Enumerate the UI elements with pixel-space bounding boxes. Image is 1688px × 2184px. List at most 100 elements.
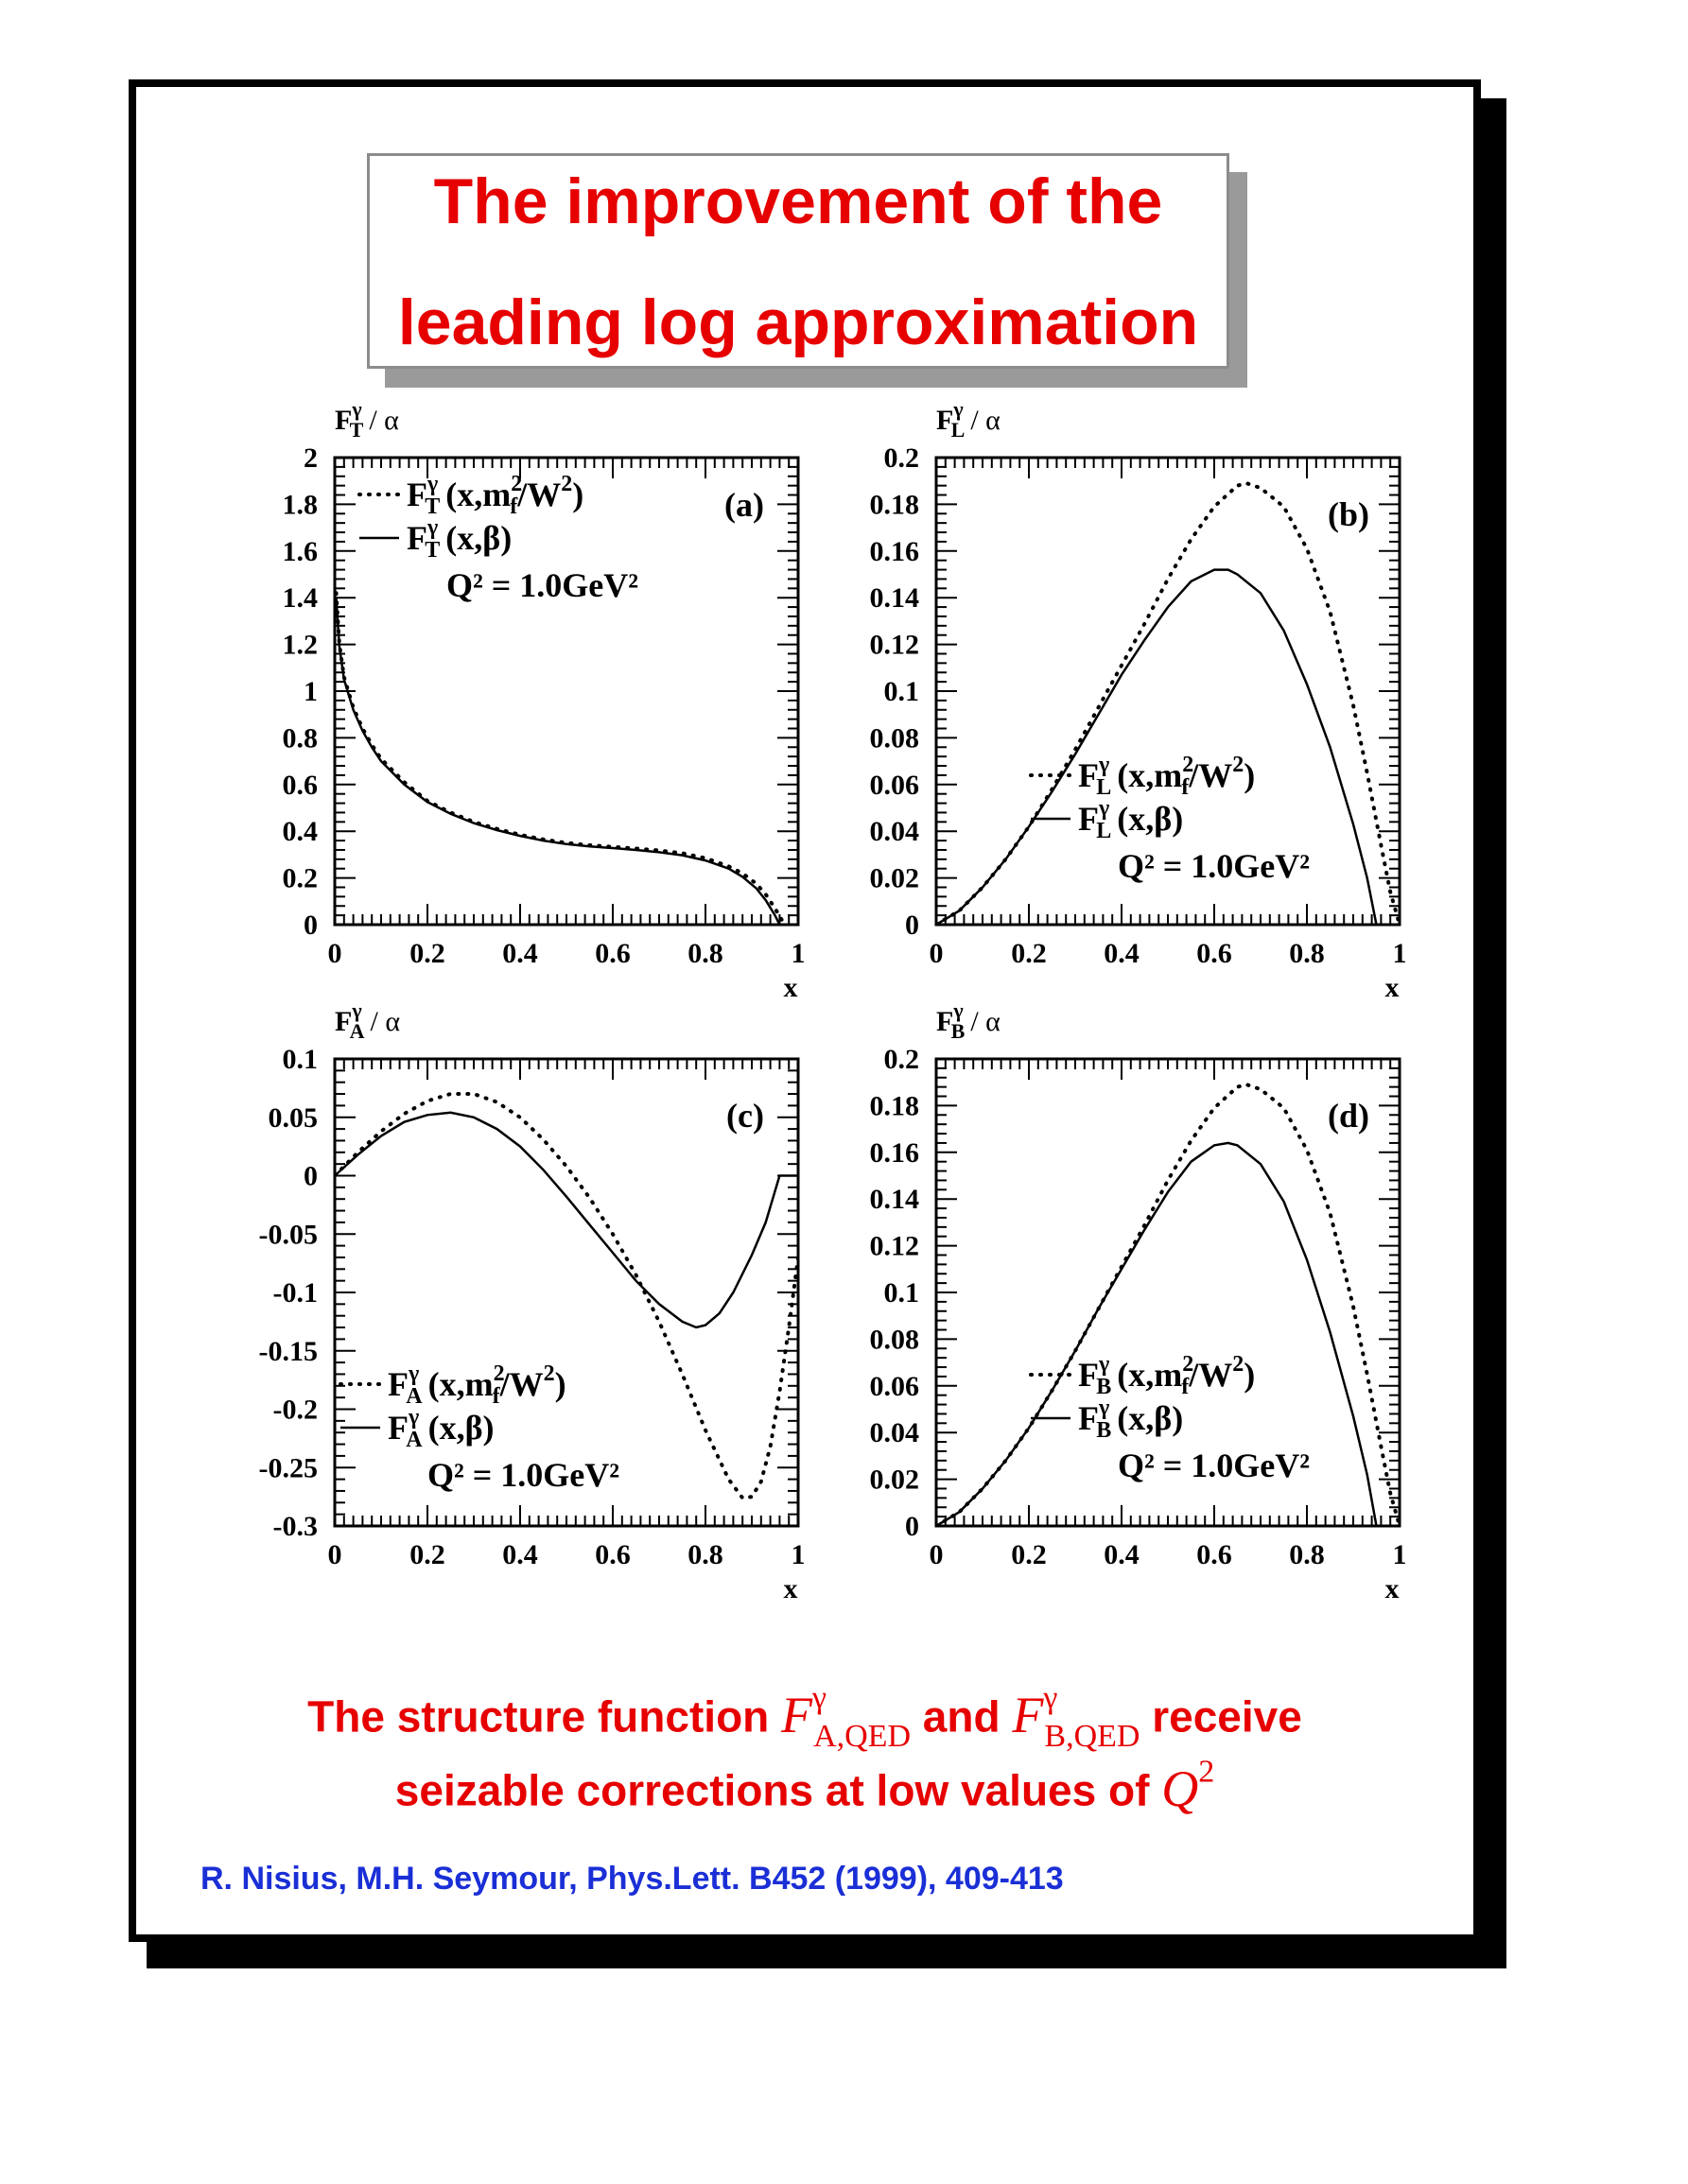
x-tick-label: 0.8 — [1289, 1539, 1325, 1570]
reference-citation: R. Nisius, M.H. Seymour, Phys.Lett. B452… — [200, 1861, 1064, 1897]
legend-entry: Fγ T (x,m2 f/W2) — [407, 472, 583, 519]
legend-arg: (x,β) — [428, 1409, 495, 1447]
legend-sub: L — [1096, 819, 1111, 843]
legend-base: F — [407, 476, 427, 513]
legend-arg: (x,m — [445, 476, 511, 513]
y-tick-label: 0 — [304, 1161, 318, 1192]
x-axis-label: x — [784, 1573, 798, 1604]
x-tick-label: 0.4 — [1104, 1539, 1140, 1570]
legend-entry: Fγ A (x,m2 f/W2) — [388, 1361, 566, 1409]
y-tick-label: 0.02 — [870, 863, 920, 894]
legend-m-sup: 2 — [494, 1361, 505, 1386]
panel-tag: (a) — [724, 486, 764, 524]
q2-label: Q² = 1.0GeV² — [1118, 1447, 1310, 1484]
y-axis-label: Fγ B / α — [936, 998, 1001, 1043]
y-axis-label-sup: γ — [952, 998, 963, 1022]
legend-sub: A — [406, 1428, 423, 1452]
y-axis-label: Fγ T / α — [335, 397, 399, 442]
caption-fb-symbol: FγB,QED — [1012, 1680, 1140, 1754]
title-box: The improvement of the leading log appro… — [367, 153, 1229, 369]
legend-base: F — [1078, 756, 1099, 794]
x-tick-label: 1 — [1393, 1539, 1407, 1570]
y-tick-label: 0.6 — [283, 770, 319, 801]
y-axis-label-rest: / α — [369, 405, 399, 436]
legend-m-sup: 2 — [1182, 1352, 1193, 1377]
x-tick-label: 1 — [1393, 938, 1407, 969]
y-tick-label: 0 — [304, 910, 318, 941]
q2-label: Q² = 1.0GeV² — [446, 566, 638, 604]
y-axis-label-rest: / α — [970, 405, 1001, 436]
q2-label: Q² = 1.0GeV² — [1118, 847, 1310, 885]
x-tick-label: 0.2 — [409, 938, 445, 969]
y-axis-label-sub: B — [951, 1019, 966, 1043]
x-tick-label: 1 — [792, 938, 806, 969]
caption-text-post: receive — [1140, 1691, 1302, 1742]
y-tick-label: 0.14 — [870, 582, 920, 614]
legend-base: F — [407, 519, 427, 557]
x-tick-label: 0.2 — [1011, 1539, 1047, 1570]
y-axis-label-base: F — [936, 1006, 953, 1037]
caption-text-pre: The structure function — [307, 1691, 782, 1742]
series-line-solid — [936, 568, 1378, 925]
legend-sub: L — [1096, 775, 1111, 800]
legend-m-sub: f — [510, 494, 518, 519]
legend-sub: T — [425, 494, 440, 519]
legend-m-sub: f — [1181, 1375, 1190, 1399]
caption-q-base: Q — [1161, 1759, 1199, 1817]
legend-sup: γ — [1098, 1352, 1109, 1377]
panel-tag: (b) — [1328, 495, 1369, 533]
caption-text-mid: and — [911, 1691, 1013, 1742]
panel-a: 0 0.2 0.4 0.6 0.8 1 0 0.2 0.4 0.6 0.8 1 1.2 1.4 1.6 1.8… — [283, 397, 806, 1003]
y-tick-label: 0.04 — [870, 1417, 920, 1448]
y-tick-label: 1 — [304, 676, 318, 707]
y-axis-label-sub: L — [951, 418, 966, 442]
series-line-solid — [335, 598, 781, 925]
y-axis-label-sup: γ — [351, 998, 361, 1022]
panel-c: 0 0.2 0.4 0.6 0.8 1 -0.3 -0.25 -0.2 -0.15 -0.1 -0.0… — [259, 998, 806, 1604]
caption-fa-sub: A,QED — [813, 1718, 912, 1754]
y-tick-label: 0.08 — [870, 1324, 920, 1355]
legend-m-sub: f — [493, 1384, 501, 1409]
legend-arg: (x,m — [1117, 756, 1182, 794]
legend-entry: Fγ L (x,β) — [1078, 796, 1183, 843]
y-tick-label: 0.4 — [283, 816, 319, 847]
series-line-dotted — [335, 1092, 798, 1500]
legend-w-sup: 2 — [1232, 753, 1244, 777]
series-line-dotted — [335, 591, 789, 925]
x-tick-label: 0 — [930, 938, 944, 969]
panel-b: 0 0.2 0.4 0.6 0.8 1 0 0.02 0.04 0.06 0.08 0.1 0.12 0.… — [870, 397, 1407, 1003]
legend-entry: Fγ L (x,m2 f/W2) — [1078, 753, 1255, 800]
y-axis-label-base: F — [936, 405, 953, 436]
y-axis-label-rest: / α — [970, 1006, 1001, 1037]
legend-w-sup: 2 — [561, 472, 572, 496]
y-axis-label: Fγ L / α — [936, 397, 1001, 442]
q2-label: Q² = 1.0GeV² — [427, 1456, 619, 1494]
legend-arg: (x,β) — [1117, 800, 1183, 838]
y-tick-label: 0.04 — [870, 816, 920, 847]
legend-base: F — [1078, 1356, 1099, 1394]
x-tick-label: 0.2 — [1011, 938, 1047, 969]
x-tick-label: 0.8 — [687, 938, 723, 969]
x-tick-label: 0.6 — [595, 938, 631, 969]
legend-base: F — [1078, 800, 1099, 838]
caption-q-sup: 2 — [1198, 1754, 1215, 1789]
y-axis-label-sup: γ — [952, 397, 963, 421]
x-tick-label: 0.4 — [502, 1539, 538, 1570]
legend-arg2: /W — [516, 476, 561, 513]
legend-base: F — [388, 1365, 409, 1403]
x-tick-label: 0.4 — [502, 938, 538, 969]
legend-close: ) — [1244, 756, 1255, 794]
y-tick-label: 0.02 — [870, 1465, 920, 1496]
legend-m-sup: 2 — [511, 472, 522, 496]
caption-fb-sub: B,QED — [1044, 1718, 1140, 1754]
x-tick-label: 0.6 — [1196, 1539, 1232, 1570]
y-tick-label: 2 — [304, 442, 318, 474]
plot-frame — [333, 456, 800, 927]
y-axis-label-rest: / α — [371, 1006, 401, 1037]
series-line-solid — [335, 1111, 798, 1329]
y-tick-label: -0.1 — [273, 1277, 319, 1309]
legend-sub: B — [1096, 1375, 1111, 1399]
y-tick-label: -0.3 — [273, 1511, 319, 1542]
panel-tag: (c) — [726, 1097, 764, 1135]
y-tick-label: 0.2 — [884, 442, 920, 474]
